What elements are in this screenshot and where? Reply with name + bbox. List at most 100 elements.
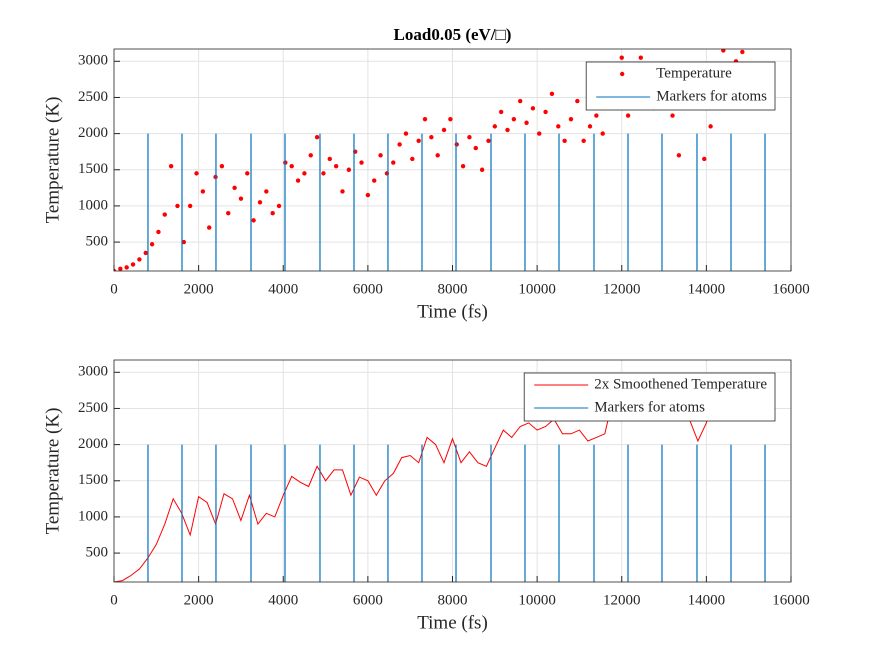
x-tick-label: 12000	[603, 592, 641, 608]
point	[365, 192, 371, 198]
point	[137, 257, 142, 262]
point	[638, 55, 643, 60]
point	[625, 113, 631, 118]
point	[740, 49, 745, 55]
x-tick-label: 14000	[688, 592, 726, 608]
x-tick-label: 4000	[268, 592, 298, 608]
point	[498, 109, 504, 115]
point	[372, 178, 377, 183]
point	[435, 153, 440, 158]
plot	[114, 375, 766, 582]
point	[397, 142, 402, 147]
point	[479, 167, 485, 172]
point	[181, 239, 187, 245]
x-tick-label: 14000	[688, 281, 726, 297]
point	[238, 196, 244, 201]
point	[327, 156, 332, 162]
point	[194, 171, 199, 176]
point	[441, 127, 447, 133]
x-tick-label: 8000	[438, 592, 468, 608]
legend: 2x Smoothened Temperature Markers for ato…	[523, 372, 776, 422]
chart-title: Load0.05 (eV/□)	[394, 25, 512, 44]
y-tick-label: 500	[86, 234, 109, 250]
point	[492, 124, 498, 129]
point	[467, 135, 472, 140]
y-tick-label: 1000	[78, 197, 108, 213]
point	[124, 265, 129, 270]
x-tick-label: 10000	[518, 592, 556, 608]
x-tick-label: 4000	[268, 281, 298, 297]
point	[226, 210, 231, 216]
x-tick-label: 6000	[353, 592, 383, 608]
axes: 0 2000 4000 6000 8000 10000 12000 14000 16000 500…	[42, 25, 809, 322]
point	[245, 171, 250, 176]
point	[416, 138, 421, 144]
point	[340, 189, 345, 194]
legend-box	[585, 61, 776, 111]
point	[594, 113, 599, 118]
point	[460, 163, 466, 169]
point	[257, 200, 263, 205]
point	[530, 106, 536, 111]
point	[232, 185, 237, 191]
point	[448, 116, 453, 122]
point	[556, 124, 561, 129]
x-tick-label: 16000	[772, 592, 810, 608]
point	[346, 167, 352, 172]
point	[518, 98, 523, 104]
point	[308, 153, 313, 158]
point	[543, 109, 548, 115]
point	[422, 116, 428, 122]
point	[289, 163, 294, 169]
x-tick-label: 10000	[518, 281, 556, 297]
point	[251, 218, 256, 223]
point	[454, 142, 459, 147]
point	[391, 160, 396, 165]
legend-label: 2x Smoothened Temperature	[594, 376, 767, 392]
y-tick-label: 1000	[78, 508, 108, 524]
point	[207, 225, 212, 230]
point	[562, 138, 567, 144]
point	[600, 131, 605, 136]
axes: 0 2000 4000 6000 8000 10000 12000 14000 16000 500…	[42, 359, 810, 633]
y-tick-label: 500	[86, 545, 109, 561]
point	[200, 189, 206, 194]
x-axis-label: Time (fs)	[417, 301, 488, 322]
point	[321, 171, 326, 176]
point	[114, 268, 117, 271]
point	[359, 160, 364, 165]
point	[143, 250, 148, 256]
x-tick-label: 8000	[438, 281, 468, 297]
point	[295, 178, 301, 183]
y-tick-label: 1500	[78, 472, 108, 488]
axes-box	[113, 48, 792, 272]
y-tick-label: 1500	[78, 161, 108, 177]
point	[549, 91, 555, 97]
point	[473, 145, 478, 151]
legend-label: Markers for atoms	[594, 399, 705, 415]
y-axis-label: Temperature (K)	[42, 408, 63, 535]
point	[162, 212, 167, 217]
point	[429, 135, 434, 140]
point	[486, 138, 491, 144]
point	[219, 163, 225, 169]
point	[168, 163, 174, 169]
point	[537, 131, 542, 136]
y-tick-label: 2500	[78, 400, 108, 416]
y-tick-label: 2500	[78, 89, 108, 105]
x-tick-label: 0	[110, 592, 118, 608]
x-tick-label: 0	[110, 281, 118, 297]
point	[314, 135, 320, 140]
point	[708, 124, 713, 129]
y-tick-label: 3000	[78, 53, 108, 69]
legend: Temperature Markers for atoms	[585, 61, 776, 111]
point	[156, 229, 161, 235]
point	[575, 98, 580, 104]
point	[264, 189, 269, 194]
point	[276, 203, 282, 209]
x-tick-label: 2000	[184, 281, 214, 297]
point	[187, 203, 193, 209]
y-tick-label: 3000	[78, 364, 108, 380]
x-tick-label: 6000	[353, 281, 383, 297]
